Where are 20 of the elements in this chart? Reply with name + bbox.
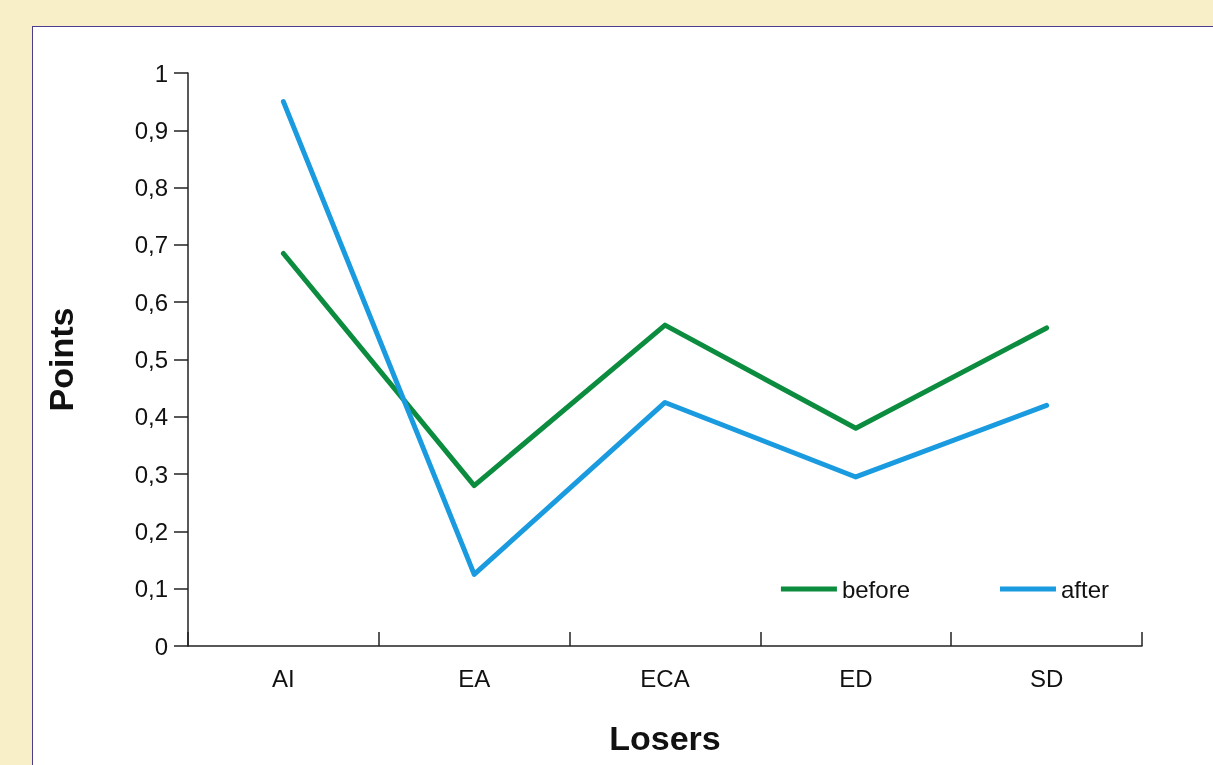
y-tick-label: 0,5 <box>134 346 168 373</box>
x-tick-label: ECA <box>640 664 690 692</box>
x-tick-label: EA <box>458 664 491 692</box>
y-tick-label: 0,3 <box>134 460 168 488</box>
y-tick-label: 0,9 <box>134 116 168 144</box>
y-tick-label: 0,2 <box>134 517 168 545</box>
y-tick-label: 0 <box>154 632 168 660</box>
x-tick-label: SD <box>1029 664 1064 692</box>
y-tick-label: 0,4 <box>134 403 168 431</box>
y-tick-label: 0,6 <box>134 288 168 316</box>
y-tick-label: 0,8 <box>134 174 168 202</box>
y-axis-title: Points <box>42 307 80 412</box>
y-tick-label: 0,7 <box>134 231 168 259</box>
y-tick-label: 1 <box>154 59 168 87</box>
x-axis-title: Losers <box>609 719 721 757</box>
legend-label: before <box>841 575 910 603</box>
x-tick-label: ED <box>839 664 873 692</box>
x-tick-label: AI <box>272 664 295 692</box>
legend-label: after <box>1060 575 1110 603</box>
y-tick-label: 0,1 <box>134 575 168 603</box>
